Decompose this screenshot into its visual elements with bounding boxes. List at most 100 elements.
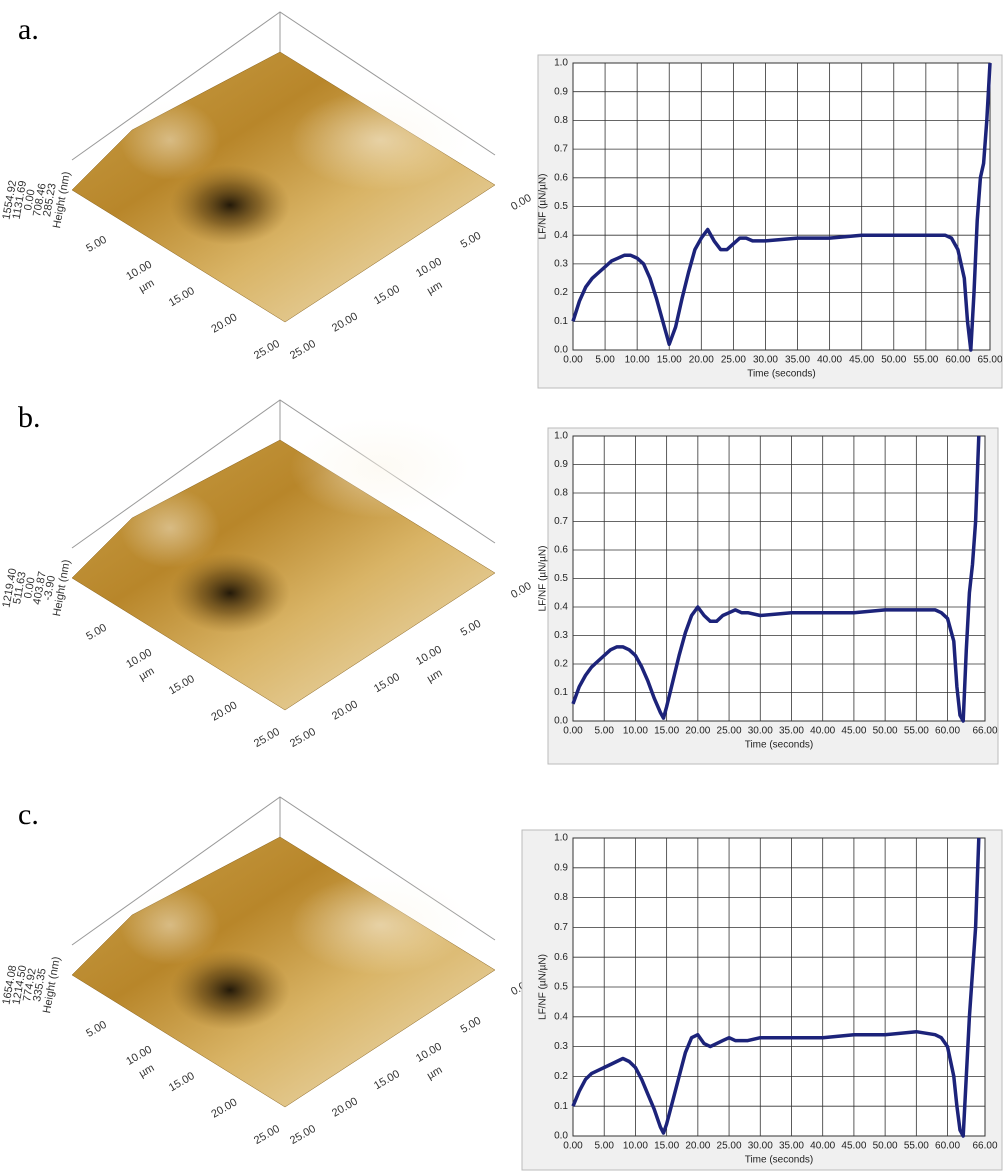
panel-label: c. <box>18 798 39 831</box>
y-tick-label: 0.0 <box>554 1131 568 1142</box>
pit <box>170 950 290 1030</box>
x-tick-label: 60.00 <box>945 355 970 366</box>
right-tick: 5.00 <box>459 618 484 639</box>
y-tick-label: 0.4 <box>554 602 568 613</box>
x-tick-label: 45.00 <box>849 355 874 366</box>
height-tick: 285.23 <box>41 182 59 217</box>
height-tick: 403.87 <box>31 570 49 605</box>
right-tick: 20.00 <box>330 698 360 722</box>
right-tick: 25.00 <box>288 726 318 750</box>
ridge <box>120 885 220 965</box>
pit <box>170 553 290 633</box>
x-tick-label: 15.00 <box>654 1141 679 1152</box>
x-tick-label: 10.00 <box>625 355 650 366</box>
right-tick: 20.00 <box>330 1095 360 1119</box>
y-tick-label: 0.1 <box>554 1101 568 1112</box>
y-tick-label: 0.3 <box>554 1041 568 1052</box>
y-tick-label: 0.1 <box>554 316 568 327</box>
left-unit: µm <box>137 665 156 683</box>
panel-label: a. <box>18 13 39 46</box>
right-unit: µm <box>425 279 444 297</box>
right-unit: µm <box>425 1064 444 1082</box>
y-tick-label: 0.2 <box>554 659 568 670</box>
highlight <box>290 90 470 190</box>
y-tick-label: 0.7 <box>554 144 568 155</box>
x-tick-label: 30.00 <box>753 355 778 366</box>
x-tick-label: 0.00 <box>563 355 583 366</box>
left-tick: 20.00 <box>209 1096 239 1120</box>
plot-border <box>572 837 986 1137</box>
right-tick: 20.00 <box>330 310 360 334</box>
x-tick-label: 25.00 <box>721 355 746 366</box>
highlight <box>290 418 470 518</box>
y-tick-label: 0.7 <box>554 922 568 933</box>
left-tick: 25.00 <box>252 726 282 750</box>
y-tick-label: 0.1 <box>554 687 568 698</box>
right-tick: 15.00 <box>372 1068 402 1092</box>
y-tick-label: 0.8 <box>554 488 568 499</box>
y-tick-label: 0.3 <box>554 630 568 641</box>
right-tick: 15.00 <box>372 671 402 695</box>
surface <box>71 11 496 323</box>
height-tick: 511.63 <box>11 571 29 605</box>
panel-label: b. <box>18 401 41 434</box>
x-tick-label: 35.00 <box>779 726 804 737</box>
y-tick-label: 0.3 <box>554 259 568 270</box>
corner-tick: 0.00 <box>509 580 534 601</box>
x-tick-label: 60.00 <box>935 726 960 737</box>
y-tick-label: 0.2 <box>554 287 568 298</box>
y-tick-label: 0.7 <box>554 516 568 527</box>
left-tick: 20.00 <box>209 699 239 723</box>
right-tick: 25.00 <box>288 1123 318 1147</box>
x-tick-label: 25.00 <box>717 726 742 737</box>
y-tick-label: 0.0 <box>554 345 568 356</box>
x-tick-label: 20.00 <box>689 355 714 366</box>
left-tick: 15.00 <box>167 673 197 697</box>
x-tick-label: 35.00 <box>779 1141 804 1152</box>
y-tick-label: 1.0 <box>554 431 568 442</box>
left-tick: 25.00 <box>252 1123 282 1147</box>
x-tick-label: 60.00 <box>935 1141 960 1152</box>
y-tick-label: 0.9 <box>554 459 568 470</box>
right-tick: 25.00 <box>288 338 318 362</box>
y-tick-label: 0.6 <box>554 545 568 556</box>
x-tick-label: 0.00 <box>563 1141 583 1152</box>
pit <box>170 165 290 245</box>
left-unit: µm <box>137 1062 156 1080</box>
x-tick-label: 45.00 <box>841 1141 866 1152</box>
y-axis-title: LF/NF (µN/µN) <box>538 546 549 612</box>
data-line <box>571 62 992 352</box>
height-tick: 335.35 <box>31 967 49 1002</box>
x-tick-label: 50.00 <box>881 355 906 366</box>
x-tick-label: 25.00 <box>717 1141 742 1152</box>
x-tick-label: 50.00 <box>873 1141 898 1152</box>
plot-border <box>572 62 991 351</box>
x-tick-label: 50.00 <box>873 726 898 737</box>
x-tick-label: 45.00 <box>841 726 866 737</box>
y-tick-label: 0.5 <box>554 982 568 993</box>
right-tick: 5.00 <box>459 230 484 251</box>
surface <box>71 399 496 711</box>
x-tick-label: 35.00 <box>785 355 810 366</box>
x-axis-title: Time (seconds) <box>745 1155 814 1166</box>
x-tick-label: 55.00 <box>904 726 929 737</box>
right-tick: 15.00 <box>372 283 402 307</box>
y-tick-label: 0.2 <box>554 1071 568 1082</box>
y-tick-label: 0.5 <box>554 201 568 212</box>
x-axis-title: Time (seconds) <box>747 369 816 380</box>
right-tick: 10.00 <box>414 1041 444 1065</box>
x-tick-label: 15.00 <box>654 726 679 737</box>
y-tick-label: 0.9 <box>554 86 568 97</box>
y-tick-label: 0.4 <box>554 1011 568 1022</box>
surface <box>71 796 496 1108</box>
right-tick: 10.00 <box>414 256 444 280</box>
left-tick: 25.00 <box>252 338 282 362</box>
y-tick-label: 0.6 <box>554 172 568 183</box>
y-tick-label: 1.0 <box>554 833 568 844</box>
x-tick-label: 5.00 <box>594 726 614 737</box>
y-tick-label: 0.8 <box>554 115 568 126</box>
x-tick-label: 40.00 <box>810 726 835 737</box>
x-tick-label: 0.00 <box>563 726 583 737</box>
data-line <box>571 435 981 723</box>
